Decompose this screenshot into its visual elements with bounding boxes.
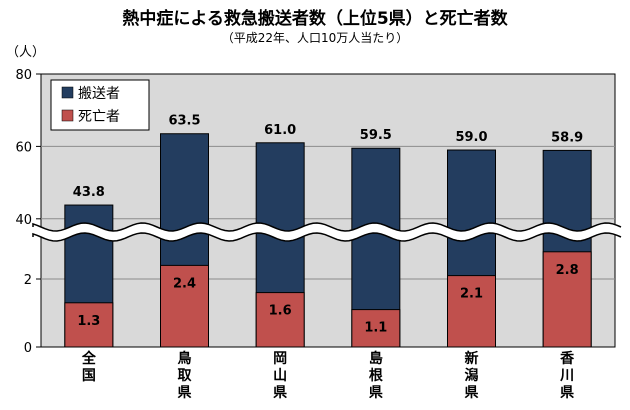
category-label: 県 [273,385,287,401]
bar-death [255,292,305,348]
value-label-transport: 43.8 [73,185,105,200]
value-label-transport: 63.5 [168,114,200,129]
category-label: 川 [559,368,574,384]
value-label-death: 1.3 [77,314,100,329]
axis-break-line [32,222,622,232]
value-label-death: 2.4 [173,276,196,291]
category-label: 岡 [273,351,287,367]
y-tick-label: 60 [15,140,32,155]
category-label: 県 [178,385,192,401]
bar-death [64,302,114,348]
y-tick-label: 0 [24,341,32,356]
category-label: 県 [560,385,574,401]
y-tick-label: 2 [24,273,32,288]
legend-swatch-transport [61,86,74,99]
value-label-death: 2.8 [556,263,579,278]
category-label: 潟 [465,367,479,384]
legend-label-death: 死亡者 [78,109,120,125]
chart-subtitle: （平成22年、人口10万人当たり） [221,31,409,45]
category-label: 取 [178,368,193,384]
value-label-death: 1.6 [269,304,292,319]
category-label: 根 [369,367,384,384]
category-label: 新 [465,350,479,367]
legend-label-transport: 搬送者 [78,86,120,102]
category-label: 香 [559,350,575,367]
value-label-death: 1.1 [364,321,387,336]
axis-break-band [33,223,621,241]
legend-swatch-death [61,109,74,122]
category-label: 鳥 [178,350,192,367]
y-tick-label: 80 [15,68,32,83]
category-label: 山 [273,368,287,384]
chart-title: 熱中症による救急搬送者数（上位5県）と死亡者数 [122,9,508,29]
category-label: 県 [369,385,383,401]
axis-break-line [32,232,622,242]
value-label-transport: 59.0 [455,130,487,145]
value-label-transport: 58.9 [551,130,583,145]
y-axis-unit-label: （人） [6,45,45,60]
y-tick-label: 40 [15,213,32,228]
category-label: 島 [369,350,383,367]
value-label-transport: 59.5 [360,128,392,143]
bar-death [160,264,209,348]
bar-death [351,309,401,348]
category-label: 県 [465,385,479,401]
category-label: 全 [81,350,97,367]
category-label: 国 [82,368,96,384]
value-label-transport: 61.0 [264,123,296,138]
bar-death [542,251,592,348]
value-label-death: 2.1 [460,287,483,302]
bar-death [447,275,496,348]
